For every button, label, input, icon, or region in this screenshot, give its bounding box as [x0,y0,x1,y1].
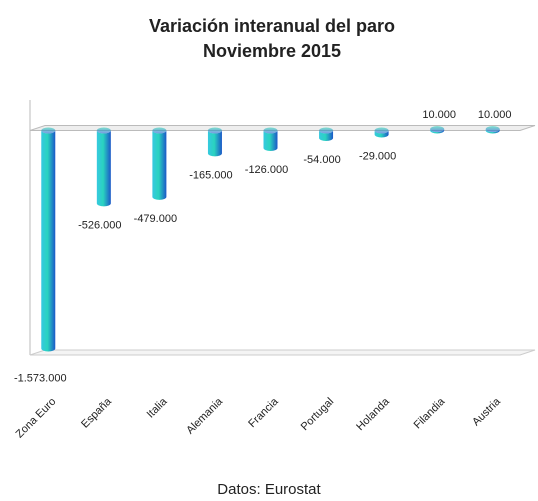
bar [41,130,56,352]
bar-cap [430,126,445,133]
value-label: -1.573.000 [14,372,67,384]
value-label: -29.000 [359,150,396,162]
bar [207,130,222,157]
bar [485,129,500,134]
value-label: 10.000 [478,109,512,121]
floor [29,349,536,356]
bar-cap [485,126,500,133]
value-label: -479.000 [134,213,177,225]
x-tick-label: Holanda [354,395,392,433]
x-tick-label: Alemania [184,395,226,437]
x-tick-label: Filandia [412,395,448,431]
value-label: -54.000 [303,154,340,166]
source: Datos: Eurostat [217,481,321,498]
bar-cap [319,127,334,134]
value-label: -526.000 [78,219,121,231]
bar [263,130,278,151]
x-tick-label: Portugal [299,396,336,433]
bar-cap [41,127,56,134]
chart-title: Variación interanual del paro [149,16,395,36]
value-label: -165.000 [189,169,232,181]
bar-cap [207,127,222,134]
x-tick-label: Francia [246,395,281,430]
bar-cap [263,127,278,134]
bar [374,130,389,138]
x-tick-label: Austria [470,395,503,428]
bar [152,130,167,200]
bar-cap [152,127,167,134]
x-tick-label: España [79,395,114,430]
value-label: 10.000 [422,109,456,121]
x-tick-label: Zona Euro [14,396,59,441]
bar [319,130,334,141]
bar-cap [96,127,111,134]
chart-subtitle: Noviembre 2015 [203,41,341,61]
value-label: -126.000 [245,164,288,176]
bar-cap [374,127,389,134]
x-tick-label: Italia [145,395,171,421]
bar [96,130,111,207]
bar [430,129,445,134]
